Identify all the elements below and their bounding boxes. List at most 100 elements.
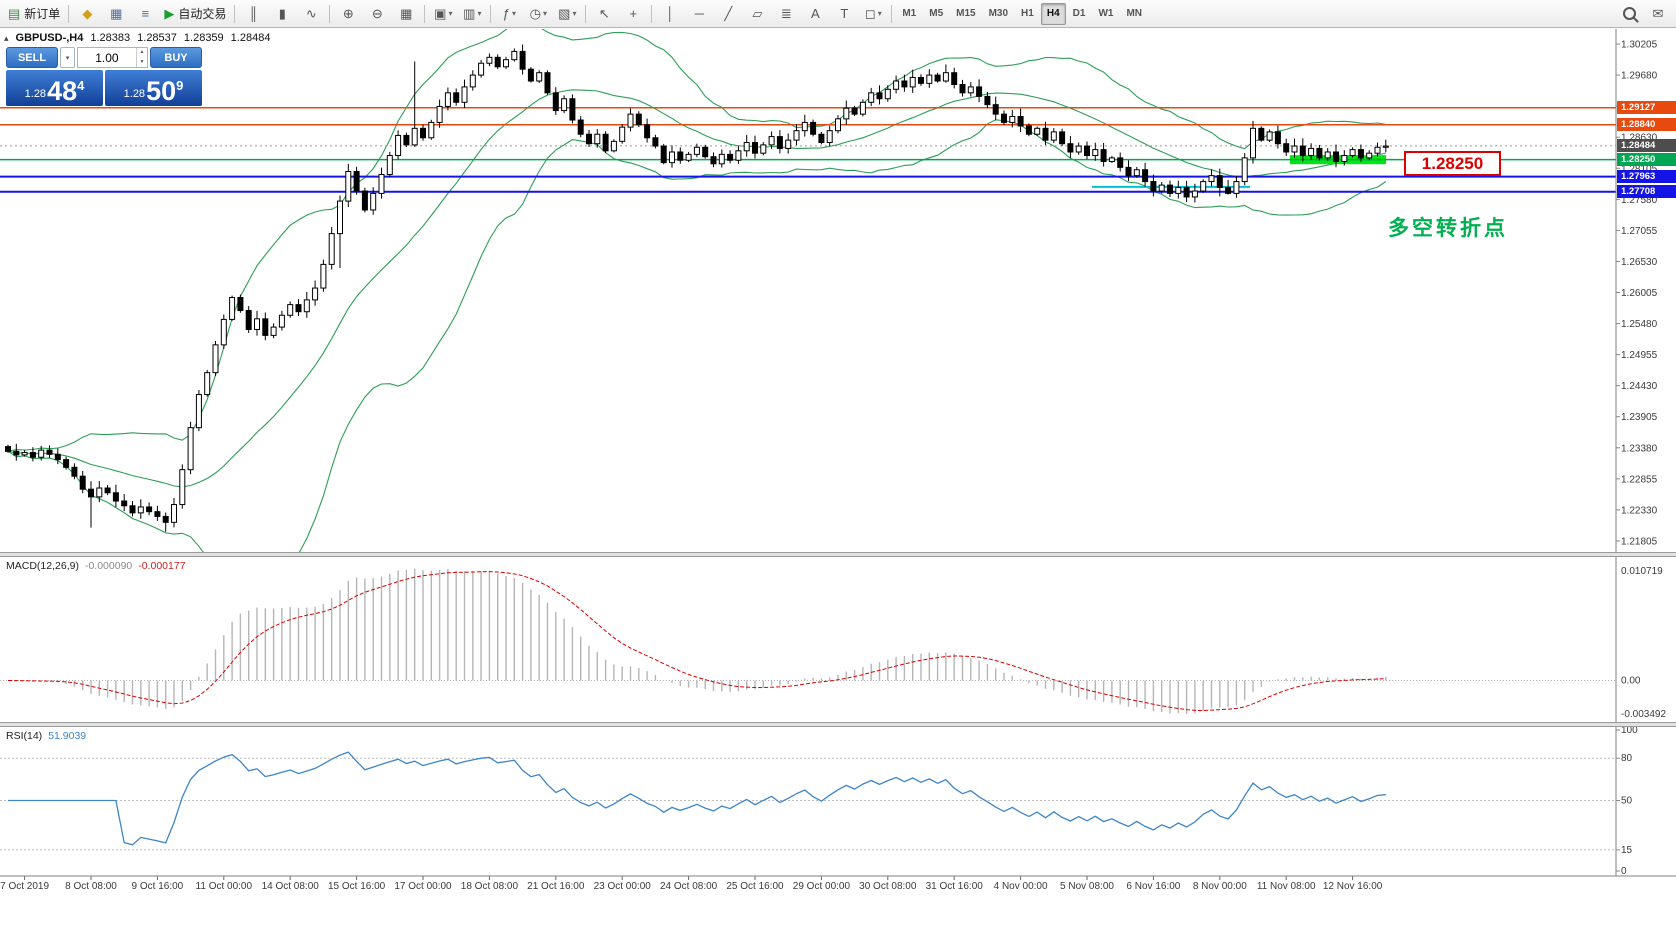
- price-annotation-box[interactable]: 1.28250: [1404, 151, 1501, 176]
- toolbar-divider: [329, 4, 331, 23]
- candle: [577, 116, 584, 138]
- macd-signal-value: -0.000177: [138, 560, 186, 572]
- candle: [287, 301, 294, 318]
- chart-annotations-layer: [0, 145, 1616, 188]
- candle: [818, 131, 825, 145]
- auto-trading-button[interactable]: ▶ 自动交易: [160, 2, 230, 26]
- candle: [171, 497, 177, 528]
- spin-up-icon: ▲: [139, 49, 145, 55]
- shapes-button[interactable]: ◻ ▾: [859, 2, 887, 26]
- navigator-icon: ≡: [141, 6, 150, 21]
- cursor-button[interactable]: ↖: [590, 2, 618, 26]
- price-axis-label: 1.27580: [1621, 195, 1658, 206]
- buy-price-big: 50: [146, 76, 177, 106]
- channel-button[interactable]: ▱: [743, 2, 771, 26]
- candle: [976, 79, 983, 103]
- candlestick-chart-button[interactable]: ▮: [268, 2, 296, 26]
- periods-button[interactable]: ◷ ▾: [524, 2, 552, 26]
- candle: [1050, 128, 1057, 144]
- timeframe-h4[interactable]: H4: [1040, 2, 1066, 25]
- candle: [345, 163, 352, 207]
- sell-button[interactable]: SELL: [6, 47, 58, 68]
- pane-separator[interactable]: [0, 722, 1676, 727]
- rsi-axis-label: 15: [1621, 845, 1633, 856]
- time-axis-label: 25 Oct 16:00: [726, 881, 784, 892]
- horizontal-lines-layer[interactable]: [0, 107, 1616, 193]
- label-button[interactable]: T: [830, 2, 858, 26]
- profiles-button[interactable]: ▥ ▾: [458, 2, 486, 26]
- crosshair-button[interactable]: +: [619, 2, 647, 26]
- bar-chart-button[interactable]: ║: [239, 2, 267, 26]
- quick-message-button[interactable]: ✉: [1644, 2, 1672, 26]
- buy-button[interactable]: BUY: [150, 47, 202, 68]
- horizontal-line-button[interactable]: ─: [685, 2, 713, 26]
- data-window-button[interactable]: ▦: [102, 2, 130, 26]
- rsi-axis-label: 0: [1621, 866, 1627, 877]
- dropdown-arrow-icon: ▾: [477, 9, 482, 18]
- macd-axis-label: -0.003492: [1621, 709, 1666, 720]
- rsi-line: [8, 751, 1386, 846]
- candle: [1009, 109, 1016, 128]
- candle: [1034, 126, 1041, 136]
- templates-button[interactable]: ▧ ▾: [553, 2, 581, 26]
- candle: [245, 306, 252, 333]
- text-button[interactable]: A: [801, 2, 829, 26]
- buy-price-panel[interactable]: 1.28 50 9: [105, 70, 202, 106]
- vertical-line-button[interactable]: │: [656, 2, 684, 26]
- market-watch-button[interactable]: ◆: [73, 2, 101, 26]
- macd-axis-label: 0.010719: [1621, 566, 1663, 577]
- auto-trading-button-label: 自动交易: [178, 7, 227, 21]
- dropdown-arrow-icon: ▾: [877, 9, 882, 18]
- toolbar-divider: [585, 4, 587, 23]
- timeframe-w1[interactable]: W1: [1098, 8, 1114, 19]
- candle: [926, 69, 933, 88]
- timeframe-m1[interactable]: M1: [902, 8, 917, 19]
- candle: [1225, 179, 1232, 195]
- tile-windows-button[interactable]: ▦: [392, 2, 420, 26]
- new-order-button-label: 新订单: [24, 7, 61, 21]
- high-value: 1.28537: [137, 32, 177, 44]
- candle: [967, 82, 974, 97]
- collapse-panel-icon[interactable]: ▴: [4, 32, 9, 43]
- search-button[interactable]: [1615, 2, 1643, 26]
- fibonacci-button[interactable]: ≣: [772, 2, 800, 26]
- price-axis-label: 1.28630: [1621, 133, 1658, 144]
- pane-separator[interactable]: [0, 552, 1676, 557]
- candle: [1266, 129, 1273, 143]
- candle: [718, 149, 725, 168]
- candle: [619, 124, 626, 144]
- dropdown-arrow-icon: ▾: [448, 9, 453, 18]
- candle: [1133, 166, 1140, 178]
- navigator-button[interactable]: ≡: [131, 2, 159, 26]
- timeframe-m15[interactable]: M15: [956, 8, 976, 19]
- timeframe-mn[interactable]: MN: [1126, 8, 1142, 19]
- indicators-button[interactable]: ƒ ▾: [495, 2, 523, 26]
- candle: [503, 56, 509, 70]
- zoom-out-button[interactable]: ⊖: [363, 2, 391, 26]
- zoom-out-icon: ⊖: [371, 6, 383, 21]
- price-axis-label: 1.23380: [1621, 443, 1658, 454]
- timeframe-h1[interactable]: H1: [1021, 8, 1034, 19]
- new-order-button[interactable]: ▤ 新订单: [4, 2, 64, 26]
- trendline-button[interactable]: ╱: [714, 2, 742, 26]
- toolbar-divider: [891, 4, 893, 23]
- candle: [776, 130, 783, 154]
- volume-preset-dropdown[interactable]: ▾: [60, 47, 75, 68]
- zoom-in-button[interactable]: ⊕: [334, 2, 362, 26]
- periods-icon: ◷: [529, 6, 541, 21]
- timeframe-m30[interactable]: M30: [988, 8, 1009, 19]
- time-axis-label: 29 Oct 00:00: [793, 881, 851, 892]
- vertical-line-icon: │: [666, 6, 675, 21]
- sell-price-panel[interactable]: 1.28 48 4: [6, 70, 103, 106]
- candle: [1250, 120, 1256, 164]
- timeframe-m5[interactable]: M5: [929, 8, 944, 19]
- volume-spinner[interactable]: ▲ ▼: [135, 48, 147, 67]
- volume-input[interactable]: [78, 48, 136, 67]
- new-chart-button[interactable]: ▣ ▾: [429, 2, 457, 26]
- candle: [785, 133, 792, 154]
- turning-point-note[interactable]: 多空转折点: [1388, 217, 1508, 240]
- line-chart-button[interactable]: ∿: [297, 2, 325, 26]
- timeframe-d1[interactable]: D1: [1072, 8, 1086, 19]
